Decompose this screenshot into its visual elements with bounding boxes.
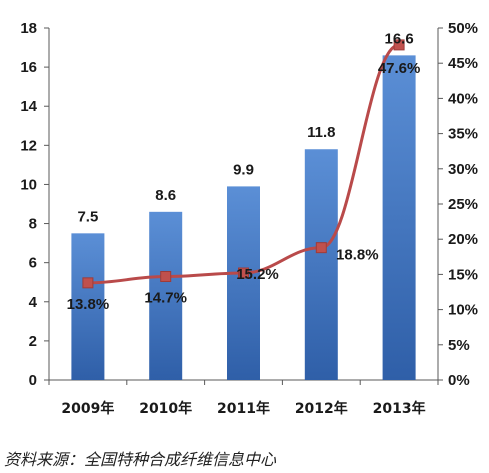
left-tick-label: 4 (29, 294, 38, 311)
left-tick-label: 0 (29, 372, 37, 389)
axes: 0 2 4 6 8 10 12 14 16 18 0% 5% 10% 15% 20% 25% 30% 35% 40%… (20, 20, 478, 417)
bar-value-label: 16.6 (384, 30, 413, 47)
left-tick-label: 2 (29, 333, 37, 350)
bars (71, 55, 416, 380)
line-marker (315, 242, 327, 254)
right-tick-label: 20% (448, 231, 478, 248)
line-value-label: 14.7% (144, 290, 187, 307)
combo-chart: 0 2 4 6 8 10 12 14 16 18 0% 5% 10% 15% 20% 25% 30% 35% 40%… (20, 20, 478, 417)
x-tick-label: 2012年 (295, 400, 348, 417)
line-value-label: 15.2% (236, 266, 279, 283)
growth-line (82, 39, 405, 289)
right-tick-label: 50% (448, 20, 478, 37)
bar-value-label: 9.9 (233, 161, 254, 178)
bar-value-label: 11.8 (307, 124, 335, 141)
bar-value-label: 7.5 (77, 208, 98, 225)
left-tick-label: 16 (20, 59, 37, 76)
growth-line-path (87, 43, 400, 285)
bar (227, 186, 260, 380)
source-note: 资料来源：全国特种合成纤维信息中心 (4, 450, 277, 469)
left-tick-label: 14 (20, 98, 37, 115)
right-tick-label: 40% (448, 90, 478, 107)
x-tick-label: 2013年 (373, 400, 426, 417)
data-labels: 7.5 8.6 9.9 11.8 16.6 13.8% 14.7% 15.2% 18.8% 47.… (67, 30, 421, 312)
left-tick-label: 18 (20, 20, 37, 37)
right-tick-label: 45% (448, 55, 478, 72)
left-tick-label: 6 (29, 255, 37, 272)
bar (71, 233, 105, 380)
right-tick-label: 25% (448, 196, 478, 213)
line-value-label: 47.6% (378, 60, 421, 77)
right-tick-label: 0% (448, 372, 470, 389)
left-tick-label: 10 (20, 176, 37, 193)
x-tick-label: 2011年 (217, 400, 270, 417)
line-marker (82, 277, 94, 289)
right-tick-label: 10% (448, 302, 478, 319)
line-marker (238, 267, 249, 279)
bar (382, 55, 416, 380)
bar (149, 211, 183, 380)
left-tick-label: 12 (20, 137, 37, 154)
x-tick-label: 2009年 (61, 400, 114, 417)
bar-value-label: 8.6 (155, 187, 176, 204)
right-tick-label: 30% (448, 161, 478, 178)
right-tick-label: 15% (448, 266, 478, 283)
line-marker (393, 39, 405, 51)
right-tick-label: 5% (448, 337, 470, 354)
line-marker (160, 271, 172, 283)
line-value-label: 18.8% (336, 247, 379, 264)
right-tick-label: 35% (448, 126, 478, 143)
left-tick-label: 8 (29, 216, 37, 233)
line-value-label: 13.8% (67, 296, 110, 313)
bar (304, 149, 338, 380)
x-tick-label: 2010年 (139, 400, 192, 417)
